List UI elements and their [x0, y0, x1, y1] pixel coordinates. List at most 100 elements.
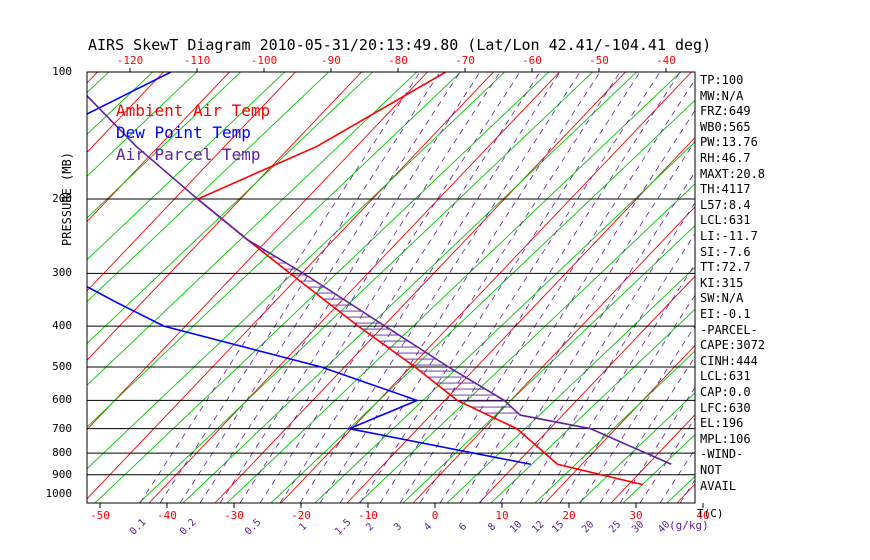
mixing-ratio-label: 12 [530, 519, 546, 535]
moist-adiabat-line [87, 72, 330, 303]
mixing-ratio-line [219, 72, 501, 503]
top-temp-label: -100 [251, 54, 278, 67]
pressure-tick-label: 400 [52, 319, 72, 333]
bottom-temp-label: 20 [562, 509, 575, 522]
series-line-dew-point-temp [87, 72, 531, 466]
moist-adiabat-line [87, 72, 462, 428]
mixing-ratio-label: 4 [422, 521, 434, 533]
pressure-tick-label: 300 [52, 266, 72, 280]
index-item: FRZ:649 [700, 104, 751, 119]
pressure-tick-label: 600 [52, 393, 72, 407]
moist-adiabat-line [666, 475, 695, 503]
moist-adiabat-line [0, 0, 223, 503]
bottom-temp-label: 10 [495, 509, 508, 522]
top-temp-label: -50 [589, 54, 609, 67]
bottom-temp-label: -10 [358, 509, 378, 522]
mixing-ratio-line [199, 72, 481, 503]
index-item: -WIND- [700, 447, 744, 462]
mixing-ratio-line [419, 78, 695, 503]
mixing-ratio-line [239, 72, 521, 503]
pressure-tick-label: 500 [52, 360, 72, 373]
moist-adiabat-line [0, 0, 267, 503]
moist-adiabat-line [87, 72, 418, 386]
series-line-ambient-air-temp [196, 72, 644, 486]
index-item: CAP:0.0 [700, 385, 751, 399]
bottom-temp-label: -30 [224, 509, 244, 522]
index-item: MAXT:20.8 [700, 166, 766, 181]
mixing-ratio-label: 0.1 [128, 517, 149, 538]
moist-adiabat-line [138, 72, 594, 503]
pressure-tick-label: 800 [52, 446, 72, 460]
dry-adiabat-line [87, 72, 297, 292]
dry-adiabat-line [478, 275, 695, 503]
mixing-ratio-unit-label: (g/kg) [669, 519, 709, 532]
pressure-tick-label: 1000 [45, 487, 73, 501]
mixing-ratio-label: 0.2 [178, 517, 199, 538]
moist-adiabat-line [94, 72, 550, 503]
index-item: CINH:444 [700, 353, 758, 368]
index-item: L57:8.4 [700, 197, 751, 212]
index-item: TP:100 [700, 73, 744, 87]
bottom-temp-label: 30 [629, 509, 642, 522]
moist-adiabat-line [182, 72, 638, 503]
moist-adiabat-line [226, 72, 682, 503]
mixing-ratio-line [259, 72, 541, 503]
legend-dew-point-temp: Dew Point Temp [116, 123, 251, 142]
dry-adiabat-line [412, 206, 695, 503]
bottom-temp-label: -40 [157, 509, 177, 522]
bottom-temp-label: -20 [291, 509, 311, 522]
mixing-ratio-line [279, 72, 561, 503]
mixing-ratio-line [459, 140, 695, 503]
index-item: TH:4117 [700, 182, 751, 197]
mixing-ratio-line [479, 171, 695, 503]
moist-adiabat-line [402, 224, 695, 503]
dry-adiabat-line [87, 72, 165, 153]
mixing-ratio-label: 2 [364, 521, 376, 533]
moist-adiabat-line [87, 72, 506, 470]
pressure-tick-label: 200 [52, 192, 72, 206]
mixing-ratio-label: 3 [392, 521, 404, 533]
dry-adiabat-line [743, 0, 870, 503]
mixing-ratio-label: 1 [297, 521, 309, 533]
bottom-temp-label: 0 [432, 509, 439, 522]
moist-adiabat-line [87, 72, 198, 177]
index-item: LFC:630 [700, 400, 751, 415]
mixing-ratio-label: 6 [457, 521, 469, 533]
mixing-ratio-line [519, 232, 695, 503]
dry-adiabat-line [87, 72, 429, 431]
mixing-ratio-label: 1.5 [333, 517, 354, 538]
top-temp-label: -80 [388, 54, 408, 67]
index-item: -PARCEL- [700, 322, 758, 337]
moist-adiabat-line [87, 72, 286, 261]
plot-frame [86, 71, 696, 504]
moist-adiabat-line [314, 141, 695, 503]
isobar-lines [87, 198, 695, 476]
top-temp-label: -120 [117, 54, 144, 67]
moist-adiabat-line [799, 0, 870, 503]
top-temp-label: -40 [656, 54, 676, 67]
top-temp-label: -60 [522, 54, 542, 67]
index-item: LCL:631 [700, 369, 751, 384]
moist-adiabat-line [87, 72, 242, 219]
bottom-temp-label: 40 [696, 509, 709, 522]
index-item: SW:N/A [700, 291, 744, 306]
top-temp-label: -70 [455, 54, 475, 67]
moist-adiabat-line [446, 266, 695, 503]
cape-hatching [254, 244, 518, 414]
dry-adiabat-line [87, 72, 363, 361]
mixing-ratio-label: 25 [607, 519, 623, 535]
mixing-ratio-line [359, 72, 641, 503]
pressure-tick-label: 100 [52, 65, 72, 78]
mixing-ratio-line [159, 72, 441, 503]
mixing-ratio-line [379, 72, 661, 503]
index-item: CAPE:3072 [700, 338, 766, 353]
mixing-ratio-line [139, 72, 421, 503]
index-item: EL:196 [700, 416, 744, 431]
background-grid [0, 0, 870, 503]
mixing-ratio-line [399, 72, 681, 503]
legend-ambient-air-temp: Ambient Air Temp [116, 101, 271, 120]
mixing-ratio-label: 20 [580, 519, 596, 535]
mixing-ratio-line [319, 72, 601, 503]
x-axis-label: T(C) [697, 507, 724, 520]
